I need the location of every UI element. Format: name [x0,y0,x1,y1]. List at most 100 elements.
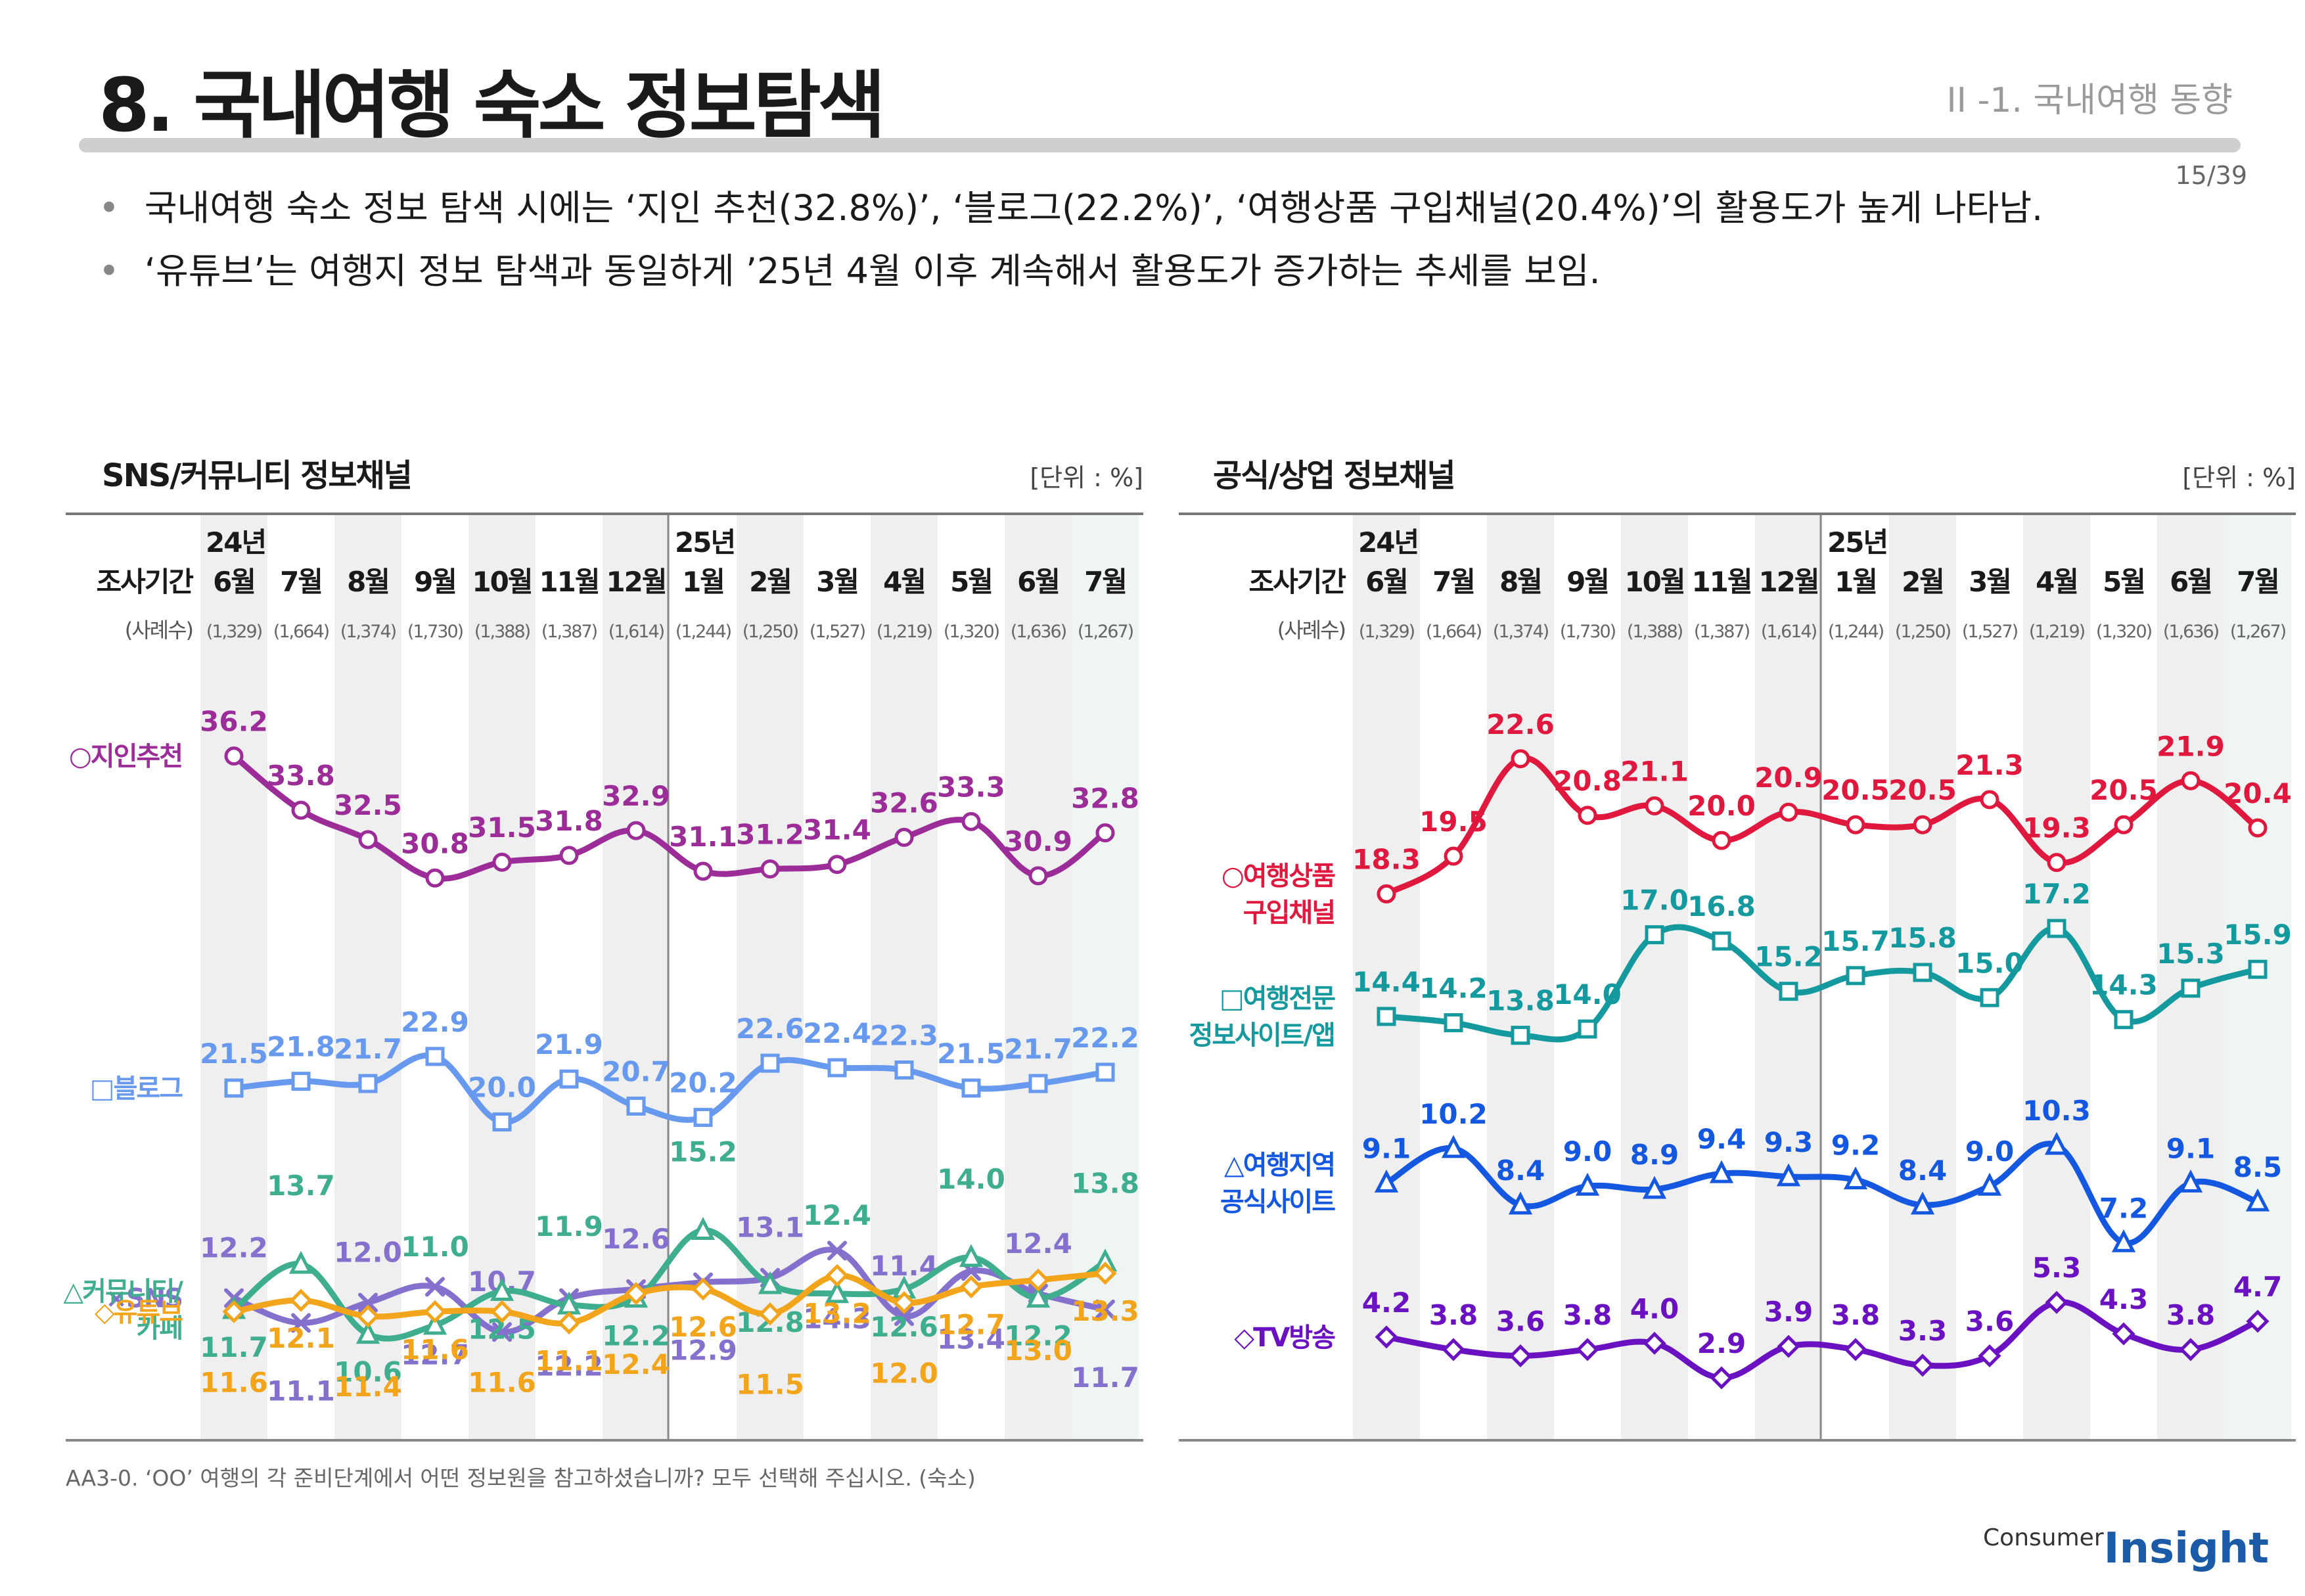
data-value-label: 9.1 [2166,1132,2215,1164]
data-value-label: 21.7 [334,1033,402,1065]
sample-size-label: (1,664) [1426,622,1482,642]
data-value-label: 12.2 [535,1350,603,1382]
data-value-label: 13.0 [1004,1334,1072,1367]
data-point-triangle [1374,1170,1399,1193]
data-point-square [2114,1010,2134,1030]
data-point-circle [492,852,512,872]
data-value-label: 13.4 [937,1323,1005,1355]
data-value-label: 10.2 [1419,1098,1488,1130]
data-value-label: 3.8 [2166,1299,2215,1331]
data-point-square [693,1108,713,1128]
data-value-label: 14.3 [2089,969,2158,1001]
data-point-circle [1712,831,1731,850]
month-tick-label: 7월 [1084,566,1126,598]
summary-bullet: • 국내여행 숙소 정보 탐색 시에는 ‘지인 추천(32.8%)’, ‘블로그(… [99,179,2043,231]
month-tick-label: 6월 [1017,566,1059,598]
data-point-triangle [1575,1172,1600,1196]
data-value-label: 11.1 [535,1344,603,1377]
data-point-triangle [959,1244,984,1267]
data-point-circle [1377,884,1396,903]
column-shade-last [1072,515,1139,1440]
year-label: 24년 [206,526,265,559]
period-label: 조사기간 [1248,566,1346,598]
month-tick-label: 4월 [2036,566,2078,598]
data-value-label: 3.6 [1496,1305,1545,1337]
data-point-circle [827,855,847,875]
data-point-circle [1779,802,1798,822]
data-value-label: 22.4 [803,1017,871,1049]
summary-bullet-text: 국내여행 숙소 정보 탐색 시에는 ‘지인 추천(32.8%)’, ‘블로그(2… [144,187,2043,229]
data-value-label: 15.8 [1888,922,1957,954]
data-value-label: 21.3 [1955,749,2024,781]
month-tick-label: 1월 [1835,566,1877,598]
data-point-triangle [1709,1160,1734,1183]
data-point-circle [425,868,445,888]
data-value-label: 15.9 [2224,919,2292,951]
data-value-label: 2.9 [1697,1327,1746,1359]
data-value-label: 33.8 [267,760,335,792]
sample-size-label: (1,250) [1895,622,1951,642]
series-legend-label: □여행전문 [1220,984,1335,1014]
data-value-label: 21.5 [937,1037,1005,1070]
data-point-diamond [1643,1331,1666,1355]
month-tick-label: 12월 [1758,566,1818,598]
data-point-circle [1645,796,1664,816]
chart-title: SNS/커뮤니티 정보채널 [102,457,411,494]
month-tick-label: 11월 [539,566,599,598]
month-tick-label: 8월 [1499,566,1541,598]
data-point-diamond [1375,1325,1398,1349]
data-value-label: 12.0 [334,1237,402,1269]
data-value-label: 11.6 [468,1366,536,1398]
month-tick-label: 9월 [414,566,456,598]
data-value-label: 13.3 [1071,1295,1139,1327]
data-value-label: 20.5 [1821,774,1890,806]
data-point-triangle [1026,1285,1051,1308]
sample-size-label: (1,636) [2163,622,2219,642]
data-point-diamond [289,1288,313,1312]
data-value-label: 12.6 [602,1223,670,1255]
data-value-label: 14.2 [1419,972,1488,1005]
sample-size-label: (1,267) [1078,622,1133,642]
data-point-triangle [758,1271,783,1294]
year-label: 25년 [1827,526,1887,559]
data-point-circle [291,800,311,820]
data-value-label: 20.5 [2089,774,2158,806]
data-point-square [1578,1019,1597,1039]
data-point-triangle [691,1217,716,1240]
chart-title: 공식/상업 정보채널 [1213,457,1455,494]
data-value-label: 21.5 [200,1037,268,1070]
data-value-label: 13.8 [1071,1168,1139,1200]
data-point-square [626,1096,646,1116]
data-value-label: 13.1 [736,1212,804,1244]
data-value-label: 22.6 [736,1013,804,1045]
data-value-label: 4.0 [1630,1292,1679,1325]
data-point-diamond [2179,1338,2202,1361]
data-point-square [425,1047,445,1066]
data-point-triangle [825,1280,850,1304]
month-tick-label: 2월 [749,566,791,598]
data-point-diamond [825,1264,849,1287]
data-point-triangle [1441,1135,1466,1158]
period-label: 조사기간 [96,566,193,598]
sample-size-label: (1,664) [273,622,329,642]
data-value-label: 16.8 [1687,890,1756,923]
data-value-label: 33.3 [937,771,1005,803]
series-legend-label: ○여행상품 [1221,861,1335,891]
data-point-triangle [2111,1229,2136,1252]
data-value-label: 20.8 [1553,765,1622,797]
month-tick-label: 5월 [2103,566,2145,598]
data-value-label: 13.8 [1486,985,1555,1017]
column-shade [1487,515,1554,1440]
data-value-label: 15.2 [1754,941,1823,973]
data-value-label: 14.4 [1352,966,1421,998]
data-value-label: 30.9 [1004,825,1072,857]
data-value-label: 20.4 [2224,777,2292,809]
series-legend-label: 정보사이트/앱 [1189,1020,1335,1051]
data-value-label: 15.3 [2157,938,2225,970]
data-point-diamond [2045,1290,2068,1314]
sample-size-label: (1,614) [1761,622,1817,642]
data-point-x [358,1292,378,1313]
data-value-label: 11.4 [334,1371,402,1403]
data-point-square [358,1074,378,1093]
data-value-label: 21.1 [1620,756,1689,788]
